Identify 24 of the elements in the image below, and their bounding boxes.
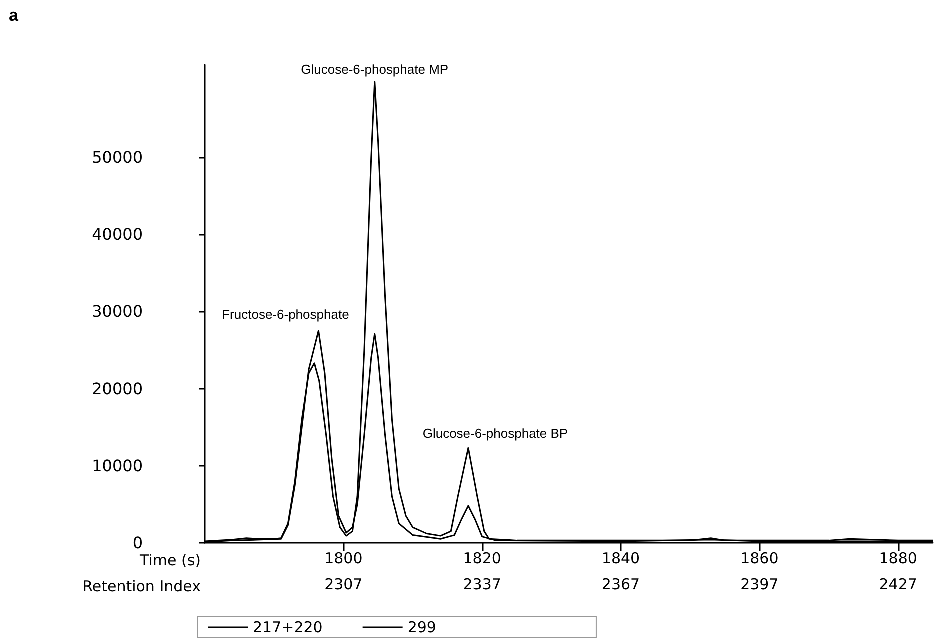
x-axis-title: Time (s) xyxy=(139,552,201,570)
y-tick-label: 0 xyxy=(132,534,143,552)
x-tick-label: 1800 xyxy=(324,550,363,568)
annotation: Fructose-6-phosphate xyxy=(222,306,350,322)
legend-label: 299 xyxy=(408,618,436,636)
text: a xyxy=(9,6,19,25)
x-tick-label: 1880 xyxy=(879,550,918,568)
annotation: Glucose-6-phosphate MP xyxy=(301,62,449,77)
y-tick-label: 30000 xyxy=(92,302,143,322)
x2-axis-title: Retention Index xyxy=(82,578,202,596)
annotation: Glucose-6-phosphate BP xyxy=(422,426,568,442)
x2-tick-label: 2367 xyxy=(602,576,640,594)
x-tick-label: 1860 xyxy=(740,550,779,568)
x-tick-label: 1840 xyxy=(602,550,640,568)
y-tick-label: 50000 xyxy=(92,148,143,168)
y-tick-label: 20000 xyxy=(92,379,143,398)
legend-label: 217+220 xyxy=(253,618,323,636)
x2-tick-label: 2337 xyxy=(463,576,502,594)
x2-tick-label: 2397 xyxy=(740,576,779,594)
y-tick-label: 10000 xyxy=(92,456,143,476)
y-tick-label: 40000 xyxy=(92,225,143,244)
x2-tick-label: 2307 xyxy=(324,576,363,594)
x-tick-label: 1820 xyxy=(463,550,502,568)
x2-tick-label: 2427 xyxy=(879,576,918,594)
